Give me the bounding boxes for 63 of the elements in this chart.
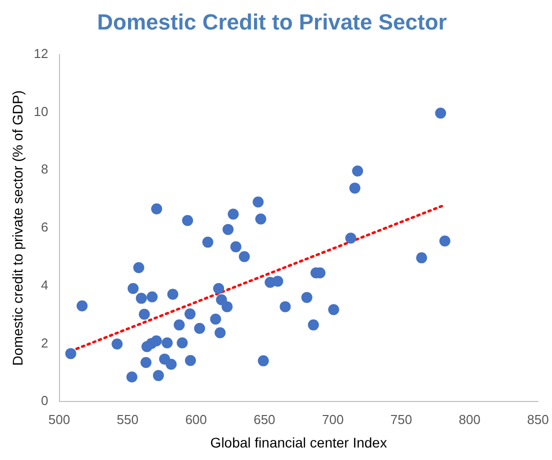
y-tick-label: 6 (41, 220, 48, 235)
point (301, 292, 312, 303)
point (150, 335, 162, 346)
point (328, 304, 340, 316)
point (214, 327, 226, 338)
y-axis-title: Domestic credit to private sector (% of GDP) (9, 90, 26, 366)
point (126, 372, 138, 383)
x-tick-label: 800 (458, 412, 480, 427)
x-tick-label: 600 (185, 412, 207, 427)
point (136, 292, 147, 304)
x-tick-label: 850 (527, 412, 549, 427)
point (252, 196, 264, 208)
point (210, 314, 222, 325)
point (182, 214, 194, 226)
y-tick-label: 8 (41, 162, 48, 177)
point (272, 276, 284, 287)
point (222, 224, 234, 235)
point (152, 370, 164, 382)
point (65, 348, 76, 360)
point (112, 338, 123, 350)
point (416, 252, 428, 264)
point (230, 241, 242, 252)
point (194, 322, 206, 334)
chart-title: Domestic Credit to Private Sector (97, 9, 448, 34)
point (176, 337, 188, 348)
point (238, 251, 250, 262)
y-tick-label: 4 (41, 277, 48, 292)
point (308, 319, 319, 330)
y-tick-label: 2 (41, 335, 48, 350)
point (146, 291, 158, 302)
point (352, 166, 364, 176)
point (255, 214, 266, 225)
point (174, 319, 185, 330)
point (280, 301, 291, 312)
point (258, 355, 269, 366)
point (439, 236, 450, 247)
point (349, 182, 360, 194)
point (345, 232, 356, 244)
point (167, 288, 178, 300)
point (151, 203, 162, 214)
y-tick-label: 12 (34, 46, 48, 61)
point (222, 301, 233, 312)
point (133, 262, 144, 274)
x-tick-label: 750 (390, 412, 412, 427)
y-tick-label: 0 (41, 393, 48, 408)
x-tick-label: 550 (116, 412, 139, 427)
point (184, 308, 196, 320)
point (76, 300, 88, 312)
point (162, 337, 173, 348)
point (184, 355, 196, 366)
point (140, 357, 152, 368)
point (435, 108, 446, 119)
y-tick-label: 10 (34, 104, 48, 119)
point (138, 308, 150, 320)
point (228, 208, 239, 220)
point (202, 236, 214, 248)
point (213, 282, 224, 294)
x-tick-label: 500 (48, 412, 70, 427)
x-tick-label: 650 (254, 412, 276, 427)
point (128, 282, 139, 294)
x-axis-title: Global financial center Index (210, 434, 387, 450)
x-tick-label: 700 (322, 412, 344, 427)
point (166, 358, 177, 370)
